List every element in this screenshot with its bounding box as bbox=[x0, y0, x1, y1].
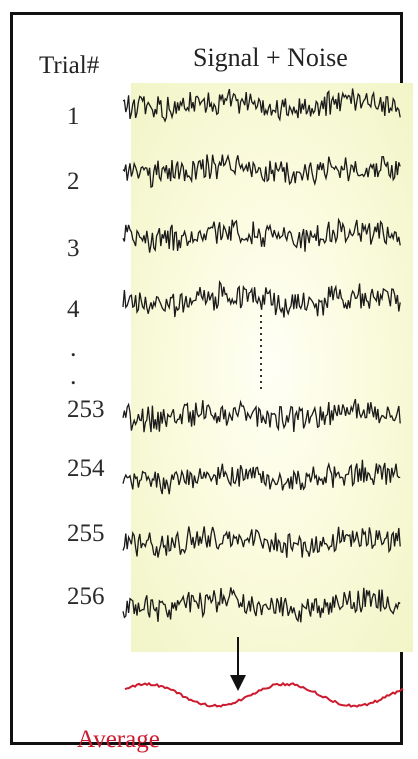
trial-label-254: 254 bbox=[67, 455, 105, 482]
average-trace bbox=[124, 681, 404, 708]
trial-label-255: 255 bbox=[67, 520, 105, 547]
ellipsis-dot-1: . bbox=[70, 333, 77, 362]
trace-3 bbox=[122, 217, 401, 253]
trial-label-256: 256 bbox=[67, 583, 105, 610]
trace-254 bbox=[122, 459, 401, 495]
trial-label-4: 4 bbox=[67, 296, 80, 323]
ellipsis-dot-2: . bbox=[70, 361, 77, 390]
trial-label-1: 1 bbox=[67, 103, 80, 130]
trial-header: Trial# bbox=[39, 52, 100, 79]
trial-label-3: 3 bbox=[67, 235, 80, 262]
signal-panel bbox=[131, 83, 413, 652]
figure-frame: Trial# Signal + Noise 1 2 3 4 . . 253 25… bbox=[10, 12, 413, 752]
trace-2 bbox=[122, 153, 401, 189]
trace-253 bbox=[122, 398, 401, 433]
down-arrow-head bbox=[230, 675, 246, 691]
trial-label-2: 2 bbox=[67, 168, 80, 195]
trace-255 bbox=[122, 526, 401, 558]
traces-diagram bbox=[122, 88, 404, 708]
trace-256 bbox=[122, 587, 401, 623]
trace-4 bbox=[122, 279, 401, 318]
trial-label-253: 253 bbox=[67, 396, 105, 423]
signal-noise-header: Signal + Noise bbox=[193, 43, 348, 72]
average-label: Average bbox=[77, 726, 160, 753]
trace-1 bbox=[122, 88, 401, 123]
